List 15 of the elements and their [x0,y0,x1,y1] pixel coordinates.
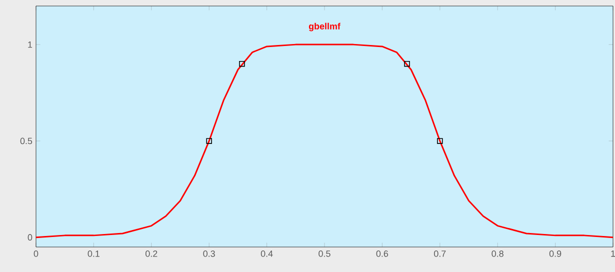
x-tick-label: 0.8 [492,250,504,257]
x-tick-label: 0.2 [146,250,158,257]
y-tick-label: 0 [28,234,32,241]
x-tick-label: 1 [611,250,615,257]
x-tick-label: 0.9 [549,250,562,257]
y-tick-label: 1 [28,41,32,48]
x-tick-label: 0.7 [434,250,446,257]
x-tick-label: 0.3 [203,250,215,257]
text: gbellmf [308,22,340,32]
x-tick-label: 0.6 [376,250,388,257]
x-tick-label: 0.1 [88,250,100,257]
x-tick-label: 0.4 [260,250,273,257]
x-tick-label: 0.5 [318,250,330,257]
x-tick-label: 0 [34,250,38,257]
y-tick-label: 0.5 [20,138,32,144]
